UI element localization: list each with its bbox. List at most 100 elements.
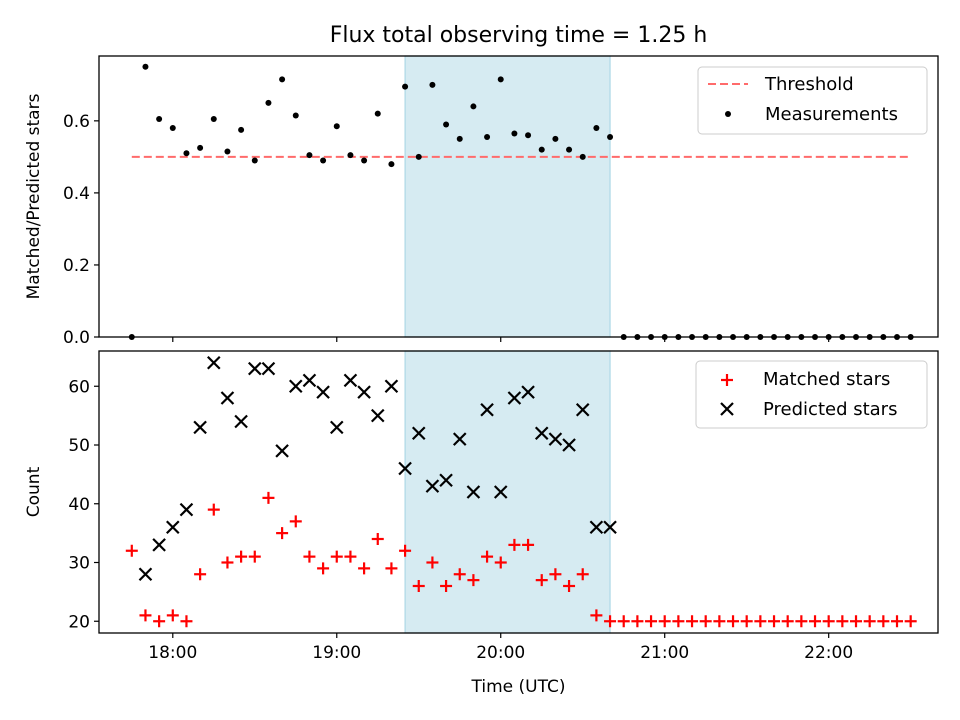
predicted-point [575,402,590,417]
measurement-point [566,146,573,153]
predicted-point [562,438,576,452]
bottom-panel: 20 30 40 50 60 18:00 19:00 20:00 21:00 22:00 Coun… [24,350,939,697]
predicted-point-b [384,379,399,394]
measurement-point [456,135,463,142]
predicted-point [234,414,248,429]
matched-point [699,615,712,628]
matched-point [180,615,193,628]
predicted-point [179,502,194,517]
legend-measurements-label: Measurements [765,104,898,125]
matched-point [303,550,316,563]
matched-point [713,615,726,628]
highlight-span [404,55,611,338]
matched-point [617,615,630,628]
matched-point [412,580,425,592]
measurement-point [210,116,217,123]
legend-matched-label: Matched stars [763,369,890,390]
matched-point [399,544,412,557]
matched-point [863,615,876,628]
x-tick-label: 21:00 [640,643,689,663]
measurement-point [552,135,559,142]
matched-point [235,550,248,563]
predicted-point-b [466,485,481,499]
measurement-point [538,146,545,153]
matched-point [330,550,343,563]
predicted-point [603,520,617,535]
predicted-point [589,520,604,535]
predicted-point-b [480,402,494,417]
predicted-point [521,385,535,399]
top-panel: 0.0 0.2 0.4 0.6 Matched/Predicted stars Thr… [24,55,939,348]
predicted-point-b [316,385,330,399]
matched-point [153,615,166,628]
predicted-point [411,426,426,441]
measurement-point [415,153,422,160]
matched-point [467,574,480,587]
y-tick-label: 40 [68,495,90,515]
matched-point [740,615,753,628]
matched-point [795,615,808,628]
matched-point [262,491,275,504]
matched-point [891,615,904,628]
predicted-point [275,444,289,458]
measurement-point [142,63,149,70]
x-tick-label: 18:00 [148,643,197,663]
matched-point [221,556,234,569]
predicted-point-b [589,520,604,535]
predicted-point [152,538,166,552]
x-tick-label: 19:00 [312,643,361,663]
predicted-point [261,361,276,376]
predicted-point [343,373,358,388]
matched-point [440,580,453,592]
measurement-point [333,123,340,130]
legend-box [695,360,928,429]
matched-point [590,609,603,622]
y-tick-label: 0.6 [63,112,90,132]
predicted-point [288,379,303,394]
measurement-point [511,130,518,137]
measurement-point [374,110,381,117]
predicted-point [384,379,399,394]
predicted-point [439,473,453,488]
measurement-point [361,157,368,164]
predicted-point-b [562,438,576,452]
predicted-point-b [288,379,303,394]
predicted-point-b [534,426,549,441]
measurement-point [593,125,600,132]
y-tick-label: 50 [68,436,90,456]
predicted-point [207,355,221,370]
plot-frame [98,55,939,338]
measurement-point [156,116,163,123]
chart-title: Flux total observing time = 1.25 h [330,23,708,48]
predicted-point [247,361,262,376]
legend-predicted-label: Predicted stars [763,399,897,420]
predicted-point [138,567,153,582]
predicted-point-b [329,420,344,435]
measurement-point [388,161,395,168]
predicted-point [425,479,440,493]
measurement-point [579,153,586,160]
legend: Matched stars Predicted stars [695,360,928,429]
measurement-point [197,144,204,151]
y-axis-label: Count [24,466,44,517]
measurement-point [224,148,231,155]
measurement-point [292,112,299,119]
predicted-point-b [370,408,385,423]
predicted-point-b [166,520,180,535]
predicted-point-b [152,538,166,552]
legend-threshold-label: Threshold [764,74,854,95]
predicted-point [329,420,344,435]
matched-point [125,544,138,557]
predicted-point-b [302,373,317,388]
matched-point [522,538,535,551]
matched-point [166,609,179,622]
matched-point [248,550,261,563]
y-tick-label: 0.4 [63,184,90,204]
matched-point [207,503,220,516]
predicted-point-b [207,355,221,370]
predicted-point-b [493,485,508,499]
predicted-point [193,420,207,435]
y-tick-label: 30 [68,554,90,574]
measurement-point [607,134,614,141]
